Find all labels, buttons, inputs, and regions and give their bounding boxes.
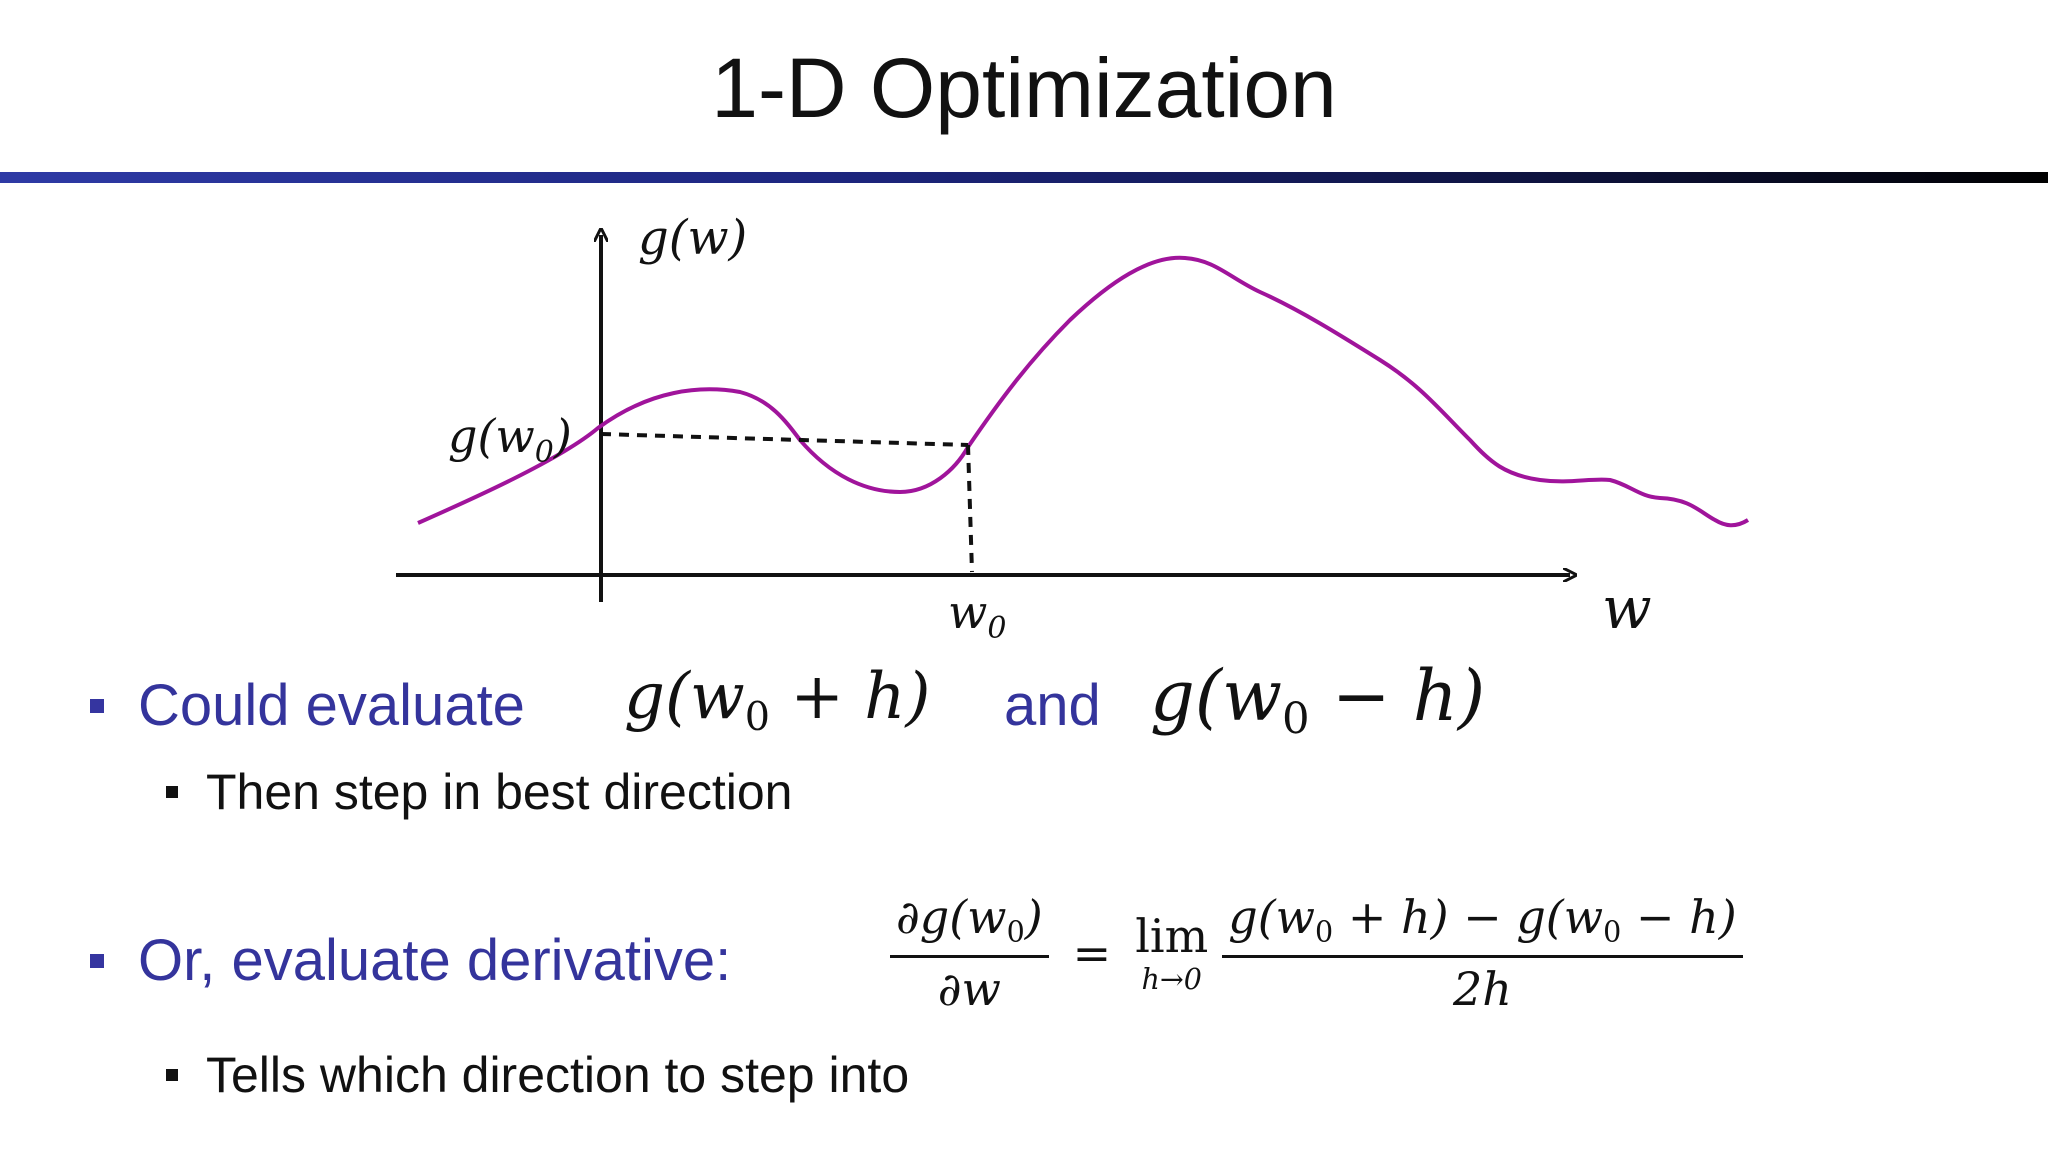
lhs-fraction: ∂g(w0) ∂w: [890, 890, 1049, 1016]
limit-operator: lim h→0: [1135, 909, 1209, 997]
dashed-guide-vertical: [966, 444, 974, 573]
bullet-could-evaluate: Could evaluate: [90, 672, 525, 739]
bullet-text: Could evaluate: [138, 673, 525, 738]
expr-g-w0-minus-h: g(w0 − h): [1150, 655, 1486, 745]
subbullet-marker: [166, 786, 178, 798]
optimization-figure: g(w) w g(w0) w0: [396, 210, 1750, 646]
x-axis-label: w: [1602, 574, 1652, 642]
subbullet-marker: [166, 1069, 178, 1081]
subbullet-which-direction: Tells which direction to step into: [166, 1046, 909, 1104]
objective-curve: [417, 255, 1750, 528]
title-divider: [0, 172, 2048, 183]
subbullet-text: Tells which direction to step into: [206, 1047, 910, 1103]
bullet-text: Or, evaluate derivative:: [138, 928, 732, 993]
slide-title: 1-D Optimization: [711, 41, 1337, 135]
subbullet-text: Then step in best direction: [206, 764, 793, 820]
equals-sign: =: [1072, 925, 1112, 980]
connector-and: and: [1004, 673, 1101, 738]
bullet-marker: [90, 953, 104, 968]
dashed-guide-horizontal: [600, 432, 969, 447]
expr-g-w0-plus-h: g(w0 + h): [624, 660, 931, 740]
bullet-evaluate-derivative: Or, evaluate derivative:: [90, 927, 731, 994]
subbullet-step-best-direction: Then step in best direction: [166, 763, 792, 821]
derivative-formula: ∂g(w0) ∂w = lim h→0 g(w0 + h) − g(w0 − h…: [890, 890, 1743, 1016]
rhs-fraction: g(w0 + h) − g(w0 − h) 2h: [1222, 890, 1743, 1016]
bullet-marker: [90, 698, 104, 713]
y-axis-label: g(w): [638, 210, 747, 266]
g-w0-label: g(w0): [448, 409, 572, 470]
w0-label: w0: [948, 585, 1006, 646]
